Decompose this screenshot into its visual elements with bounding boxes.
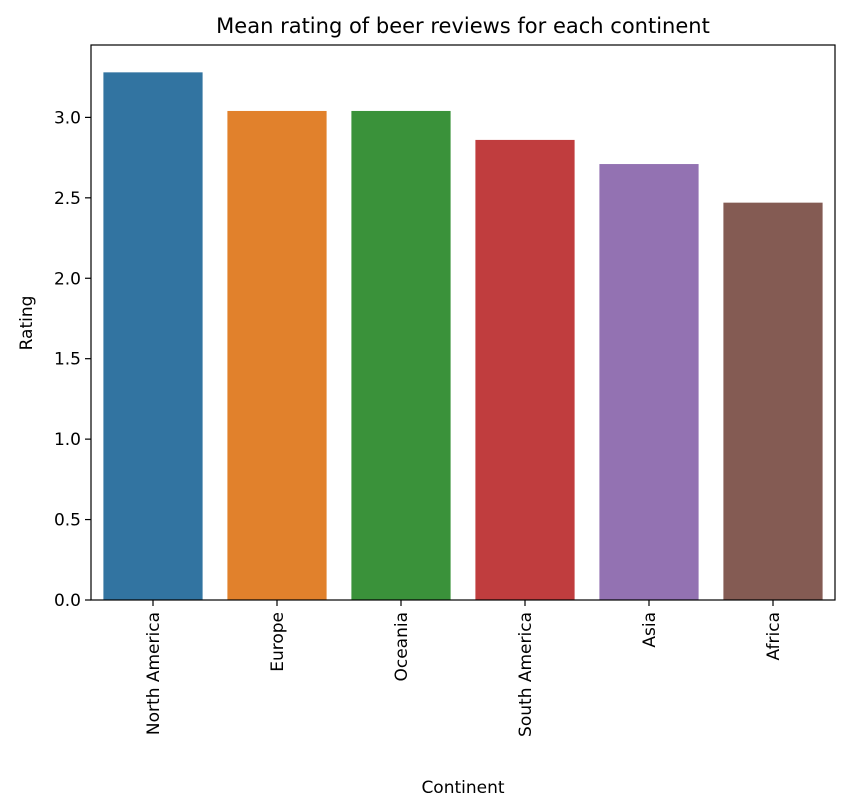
bars-group: [103, 72, 823, 601]
y-tick-label: 1.0: [54, 430, 81, 450]
bar-asia: [599, 164, 699, 601]
x-axis-label: Continent: [421, 778, 504, 798]
y-tick-label: 0.0: [54, 591, 81, 611]
x-tick-label: South America: [516, 612, 536, 737]
bar-north-america: [103, 72, 203, 600]
y-axis: 0.0 0.5 1.0 1.5 2.0 2.5 3.0: [54, 108, 91, 611]
bar-africa: [723, 202, 823, 601]
x-tick-label: Europe: [268, 612, 288, 672]
x-axis: North America Europe Oceania South America A…: [144, 600, 784, 737]
plot-frame: [90, 44, 836, 601]
x-tick-label: Africa: [764, 612, 784, 661]
y-tick-label: 2.0: [54, 269, 81, 289]
x-tick-label: North America: [144, 612, 164, 735]
bar-south-america: [475, 139, 575, 601]
chart-title: Mean rating of beer reviews for each con…: [216, 14, 710, 38]
y-axis-label: Rating: [17, 296, 37, 351]
bar-europe: [227, 110, 327, 601]
x-tick-label: Oceania: [392, 612, 412, 682]
y-tick-label: 3.0: [54, 108, 81, 128]
x-tick-label: Asia: [640, 612, 660, 648]
y-tick-label: 0.5: [54, 511, 81, 531]
bar-oceania: [351, 110, 451, 601]
y-tick-label: 2.5: [54, 189, 81, 209]
y-tick-label: 1.5: [54, 350, 81, 370]
